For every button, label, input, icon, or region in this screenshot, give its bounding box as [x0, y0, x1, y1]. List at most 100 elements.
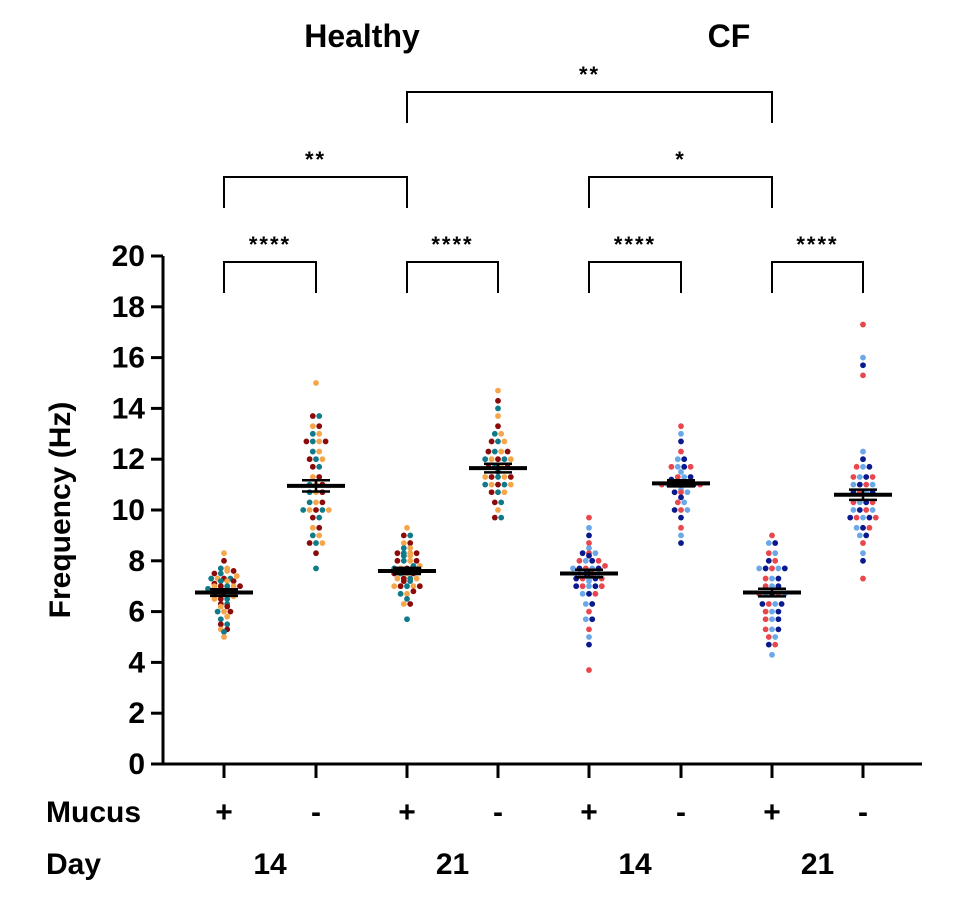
- data-point: [309, 448, 316, 455]
- data-point: [501, 489, 508, 496]
- y-tick-label: 18: [112, 291, 145, 324]
- data-point: [230, 568, 237, 574]
- data-point: [678, 438, 684, 445]
- data-point: [860, 456, 866, 463]
- data-point: [400, 601, 407, 607]
- data-point: [678, 430, 684, 437]
- data-point: [765, 641, 772, 648]
- data-point: [674, 463, 681, 470]
- data-point: [681, 456, 688, 463]
- data-point: [507, 456, 514, 463]
- data-point: [309, 423, 316, 430]
- data-point: [501, 456, 508, 463]
- data-point: [678, 494, 684, 501]
- data-point: [678, 514, 684, 521]
- data-point: [501, 481, 508, 488]
- data-point: [769, 608, 775, 615]
- data-point: [404, 616, 410, 623]
- data-point: [303, 438, 310, 445]
- data-point: [860, 463, 866, 470]
- data-point: [586, 590, 592, 597]
- data-point: [495, 397, 501, 404]
- significance-bracket: [406, 261, 499, 293]
- data-point: [501, 474, 508, 480]
- significance-label: **: [305, 147, 326, 172]
- group-title: Healthy: [304, 18, 420, 54]
- data-point: [491, 499, 498, 506]
- data-point: [217, 603, 224, 610]
- y-tick-label: 10: [112, 494, 145, 527]
- data-point: [407, 552, 414, 559]
- data-point: [227, 608, 234, 615]
- mean-sem-bars: [195, 462, 892, 598]
- data-point: [586, 667, 592, 673]
- data-point: [316, 413, 323, 419]
- data-point: [765, 557, 772, 564]
- data-point: [762, 616, 769, 623]
- data-point: [860, 575, 866, 582]
- data-point: [853, 524, 860, 531]
- data-point: [410, 588, 417, 595]
- data-point: [579, 550, 586, 557]
- mucus-sign-label: -: [676, 796, 686, 829]
- mucus-sign-label: -: [858, 796, 868, 829]
- day-value-label: 14: [618, 848, 652, 881]
- data-point: [856, 532, 863, 539]
- data-point: [759, 601, 766, 607]
- day-row-label: Day: [46, 848, 101, 881]
- data-point: [501, 438, 508, 445]
- mucus-sign-label: +: [215, 796, 233, 829]
- data-point: [313, 380, 319, 386]
- data-point: [850, 474, 857, 480]
- data-point: [586, 578, 592, 585]
- data-point: [322, 438, 329, 445]
- data-point: [313, 550, 319, 557]
- data-point: [309, 474, 316, 480]
- data-point: [860, 540, 866, 546]
- data-point: [678, 469, 684, 475]
- data-point: [498, 499, 505, 506]
- data-point: [211, 570, 218, 577]
- data-point: [765, 540, 772, 546]
- data-point: [681, 474, 688, 480]
- data-point: [404, 524, 410, 531]
- data-point: [319, 499, 326, 506]
- data-point: [407, 545, 414, 551]
- data-point: [394, 575, 401, 582]
- data-point: [224, 568, 231, 574]
- data-point: [866, 514, 873, 521]
- data-point: [869, 474, 876, 480]
- y-tick-label: 12: [112, 443, 145, 476]
- y-tick-label: 4: [128, 646, 145, 679]
- mucus-sign-label: -: [493, 796, 503, 829]
- data-point: [404, 596, 410, 602]
- data-point: [869, 507, 876, 513]
- data-point: [233, 573, 240, 579]
- significance-bracket: [406, 91, 773, 123]
- data-point: [407, 532, 414, 539]
- data-point: [507, 474, 514, 480]
- data-point: [208, 575, 215, 582]
- data-point: [309, 532, 316, 539]
- data-point: [684, 507, 691, 513]
- data-point: [211, 583, 218, 590]
- data-point: [678, 448, 684, 455]
- data-point: [391, 583, 398, 590]
- data-point: [316, 430, 323, 437]
- data-point: [586, 540, 592, 546]
- data-point: [313, 540, 319, 546]
- data-point: [860, 354, 866, 361]
- data-point: [866, 463, 873, 470]
- data-point: [671, 489, 678, 496]
- data-point: [488, 456, 495, 463]
- data-point: [482, 456, 489, 463]
- data-point: [772, 634, 779, 640]
- data-point: [504, 448, 511, 455]
- significance-bracket: [588, 176, 773, 208]
- data-point: [488, 474, 495, 480]
- data-point: [592, 590, 599, 597]
- data-point: [762, 565, 769, 572]
- data-point: [586, 626, 592, 633]
- data-point: [775, 626, 782, 633]
